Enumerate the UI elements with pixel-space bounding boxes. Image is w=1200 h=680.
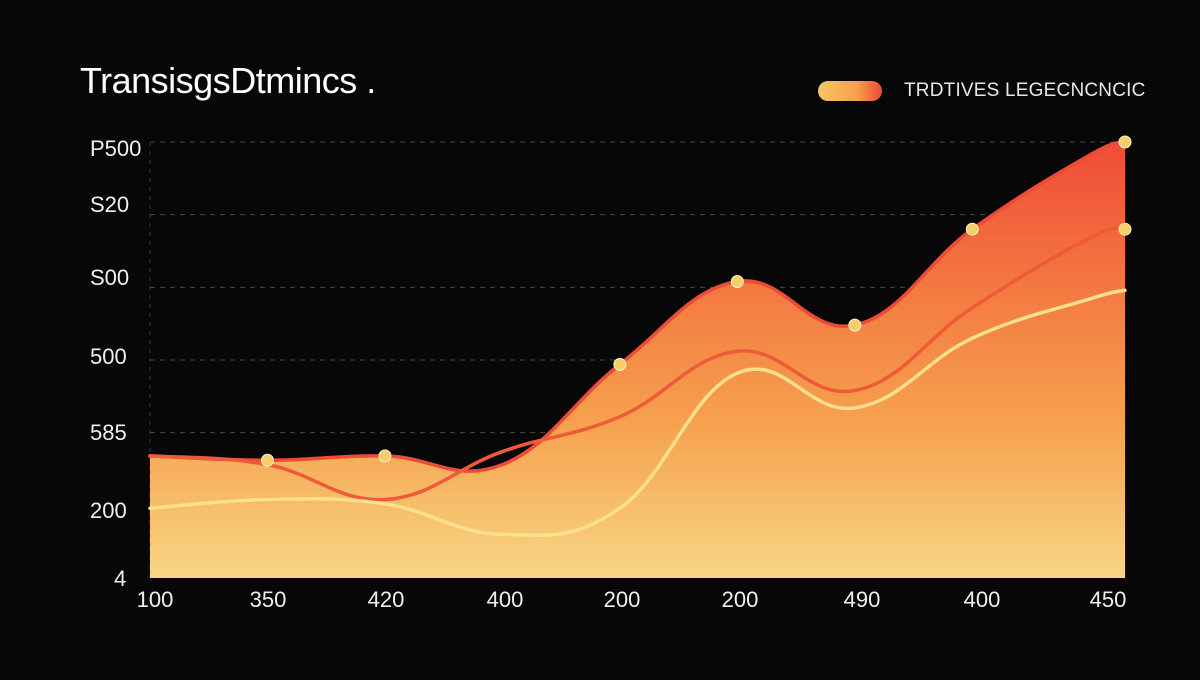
x-tick-label: 450 xyxy=(1090,587,1127,612)
line-layer xyxy=(148,140,1127,537)
marker-layer xyxy=(260,135,1132,467)
x-tick-label: 490 xyxy=(844,587,881,612)
chart-legend: TRDTIVES LEGECNCNCIC xyxy=(818,80,1146,102)
y-tick-label: 500 xyxy=(90,344,127,369)
x-tick-label: 350 xyxy=(250,587,287,612)
y-tick-label: S20 xyxy=(90,192,129,217)
y-tick-label: S00 xyxy=(90,265,129,290)
data-point-marker xyxy=(1118,222,1132,236)
data-point-marker xyxy=(260,453,274,467)
x-tick-label: 400 xyxy=(964,587,1001,612)
data-point-marker xyxy=(965,222,979,236)
y-tick-label: 200 xyxy=(90,498,127,523)
y-tick-label: 585 xyxy=(90,420,127,445)
y-tick-label: 4 xyxy=(114,566,126,591)
data-point-marker xyxy=(613,357,627,371)
data-point-marker xyxy=(730,275,744,289)
y-axis-ticks: P500 S20 S00 500 585 200 4 xyxy=(90,136,141,591)
x-tick-label: 200 xyxy=(722,587,759,612)
series-line-top-area xyxy=(148,140,1127,473)
data-point-marker xyxy=(1118,135,1132,149)
area-layer xyxy=(150,142,1125,578)
series-line-middle-line xyxy=(148,226,1127,502)
data-point-marker xyxy=(378,449,392,463)
x-axis-ticks: 100 350 420 400 200 200 490 400 450 xyxy=(137,587,1127,612)
y-tick-label: P500 xyxy=(90,136,141,161)
area-fill xyxy=(150,142,1125,578)
x-tick-label: 100 xyxy=(137,587,174,612)
x-tick-label: 420 xyxy=(368,587,405,612)
chart-title: TransisgsDtmincs . xyxy=(80,60,376,101)
x-tick-label: 200 xyxy=(604,587,641,612)
data-point-marker xyxy=(848,318,862,332)
series-line-bottom-line xyxy=(148,288,1127,537)
x-tick-label: 400 xyxy=(487,587,524,612)
legend-label: TRDTIVES LEGECNCNCIC xyxy=(904,80,1146,101)
legend-swatch xyxy=(818,81,882,101)
